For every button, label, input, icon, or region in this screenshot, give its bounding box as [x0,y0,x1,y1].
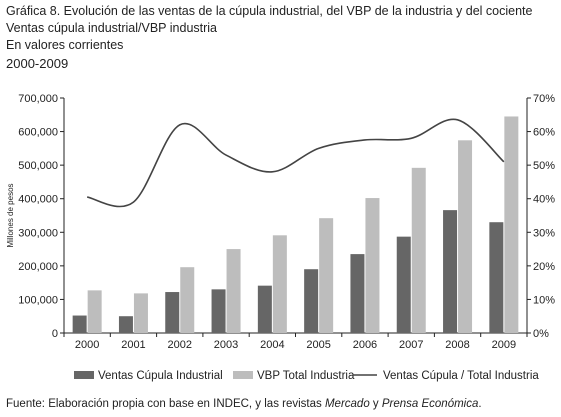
y-tick-label-left: 700,000 [18,93,58,105]
x-tick-label: 2001 [121,339,145,351]
bar-vbp-2005 [319,218,334,333]
y-tick-label-right: 70% [533,93,555,105]
x-tick-label: 2005 [306,339,330,351]
line-series-group [86,118,505,208]
chart-axes: 0 100,000 200,000 300,000 400,000 500,000 600,… [6,93,555,351]
chart-subtitle: Ventas cúpula industrial/VBP industria [6,21,218,35]
y-tick-label-right: 0% [533,328,549,340]
x-tick-label: 2007 [399,339,423,351]
legend-swatch-1 [233,371,253,379]
bar-vbp-2007 [411,167,426,333]
x-tick-label: 2006 [353,339,377,351]
y-tick-label-right: 30% [533,227,555,239]
x-tick-label: 2009 [492,339,516,351]
y-tick-label-right: 40% [533,194,555,206]
chart-title: Gráfica 8. Evolución de las ventas de la… [6,4,533,18]
legend-label-1: VBP Total Industria [257,370,355,382]
y-tick-label-left: 200,000 [18,261,58,273]
bar-vbp-2003 [226,249,241,333]
bar-cupula-2007 [396,236,411,333]
chart-header: Gráfica 8. Evolución de las ventas de la… [6,3,556,73]
legend-label-0: Ventas Cúpula Industrial [98,370,223,382]
y-axis-title: Millones de pesos [6,183,15,247]
source-suffix: . [478,398,482,410]
y-tick-label-left: 0 [52,328,58,340]
bar-cupula-2008 [443,210,458,333]
y-tick-label-right: 50% [533,160,555,172]
bar-cupula-2000 [72,315,87,333]
bar-vbp-2002 [180,267,195,333]
bar-vbp-2004 [272,235,287,333]
y-tick-label-left: 600,000 [18,127,58,139]
combo-chart: 0 100,000 200,000 300,000 400,000 500,000 600,… [6,93,555,382]
x-tick-label: 2008 [445,339,469,351]
source-note: Fuente: Elaboración propia con base en I… [6,398,482,410]
x-tick-label: 2002 [168,339,192,351]
bar-cupula-2001 [118,316,133,333]
y-tick-label-right: 20% [533,261,555,273]
legend-swatch-0 [74,371,94,379]
bar-cupula-2006 [350,254,365,333]
period-label: 2000-2009 [6,56,69,71]
bar-vbp-2006 [365,198,380,333]
source-magazine-mercado: Mercado [324,398,370,410]
source-prefix: Fuente: Elaboración propia con base en I… [6,398,325,410]
bar-series-group [72,116,519,333]
line-ratio-cupula-total [86,118,505,208]
y-tick-label-right: 60% [533,127,555,139]
source-connector: y [369,398,382,410]
units-note: En valores corrientes [6,38,124,52]
y-tick-label-right: 10% [533,294,555,306]
bar-vbp-2008 [458,140,473,333]
source-magazine-prensa: Prensa Económica [381,398,479,410]
x-tick-label: 2004 [260,339,284,351]
x-tick-label: 2003 [214,339,238,351]
y-tick-label-left: 400,000 [18,194,58,206]
bar-vbp-2001 [133,293,148,333]
y-tick-label-left: 100,000 [18,294,58,306]
y-tick-label-left: 500,000 [18,160,58,172]
bar-vbp-2009 [504,116,519,333]
bar-cupula-2005 [304,269,319,333]
bar-cupula-2002 [165,292,180,333]
x-tick-label: 2000 [75,339,99,351]
bar-cupula-2003 [211,289,226,333]
legend-label-2: Ventas Cúpula / Total Industria [383,370,539,382]
bar-cupula-2009 [489,222,504,333]
bar-vbp-2000 [87,290,102,333]
bar-cupula-2004 [257,285,272,333]
y-tick-label-left: 300,000 [18,227,58,239]
chart-legend: Ventas Cúpula Industrial VBP Total Indust… [74,370,539,382]
